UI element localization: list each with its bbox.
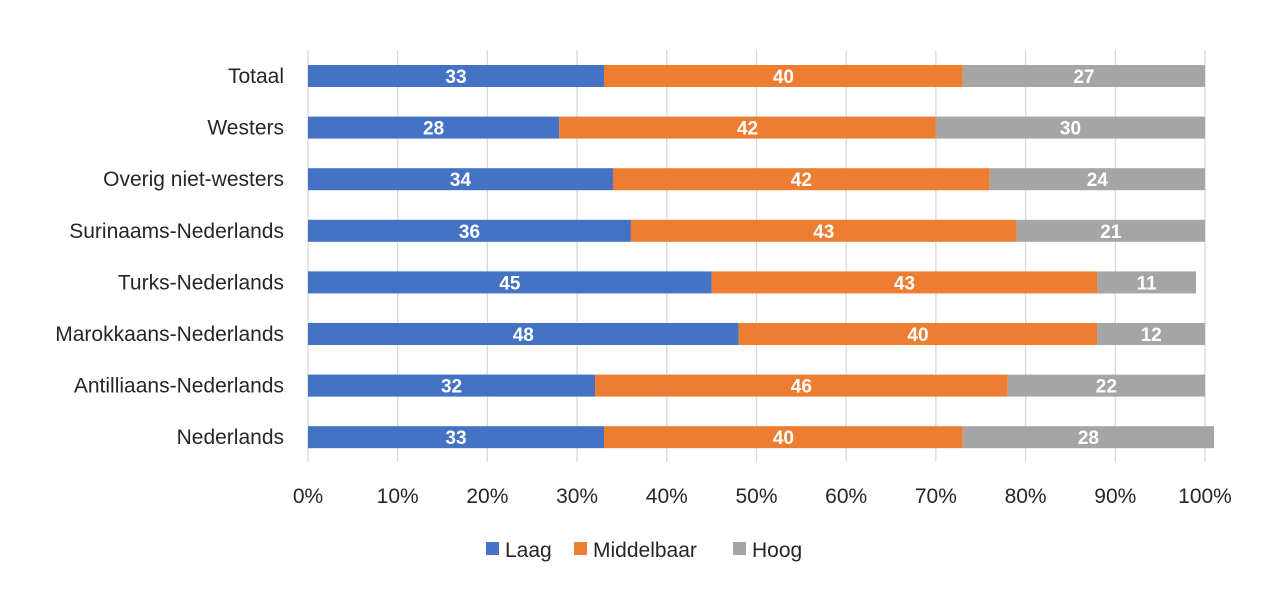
legend-label: Laag <box>505 539 552 562</box>
x-tick-label: 0% <box>293 485 323 508</box>
bar-segment-middelbaar <box>604 426 963 449</box>
data-label: 28 <box>423 119 444 140</box>
legend-swatch <box>733 542 746 555</box>
data-label: 12 <box>1141 325 1162 346</box>
bar-segment-hoog <box>1016 219 1205 242</box>
data-label: 27 <box>1073 67 1094 88</box>
bar-segment-laag <box>308 168 613 191</box>
x-tick-label: 30% <box>556 485 598 508</box>
bar-segment-middelbaar <box>711 271 1098 294</box>
bar-segment-hoog <box>1097 323 1205 345</box>
bar-segment-middelbaar <box>595 374 1008 397</box>
data-label: 32 <box>441 377 462 398</box>
data-label: 42 <box>737 119 758 140</box>
bar-segment-hoog <box>1097 271 1197 294</box>
data-label: 42 <box>791 170 812 191</box>
data-label: 33 <box>445 428 466 449</box>
x-tick-label: 10% <box>377 485 419 508</box>
category-label: Turks-Nederlands <box>118 271 284 294</box>
data-label: 48 <box>513 325 534 346</box>
data-label: 36 <box>459 222 480 243</box>
bar-segment-middelbaar <box>738 323 1098 345</box>
data-label: 21 <box>1100 222 1122 243</box>
legend: Laag Middelbaar Hoog <box>486 539 802 562</box>
bar-segment-hoog <box>935 116 1205 139</box>
category-label: Overig niet-westers <box>103 168 284 191</box>
bar-segment-laag <box>308 116 560 139</box>
bar-segment-hoog <box>962 426 1214 449</box>
bar-segment-hoog <box>962 65 1205 87</box>
data-label: 34 <box>450 170 472 191</box>
category-label: Marokkaans-Nederlands <box>55 323 284 346</box>
category-label: Westers <box>207 117 284 140</box>
x-tick-label: 100% <box>1178 485 1232 508</box>
data-label: 40 <box>907 325 928 346</box>
x-tick-label: 60% <box>825 485 867 508</box>
x-tick-label: 80% <box>1005 485 1047 508</box>
bar-segment-middelbaar <box>630 219 1017 242</box>
x-tick-label: 90% <box>1094 485 1136 508</box>
x-tick-label: 40% <box>646 485 688 508</box>
legend-swatch <box>574 542 587 555</box>
data-label: 30 <box>1060 119 1081 140</box>
data-label: 40 <box>773 428 794 449</box>
data-label: 22 <box>1096 377 1117 398</box>
data-label: 46 <box>791 377 812 398</box>
category-label: Antilliaans-Nederlands <box>74 375 284 398</box>
bar-segment-laag <box>308 323 739 345</box>
bar-segment-laag <box>308 65 605 87</box>
x-axis-tick-labels: 0% 10% 20% 30% 40% 50% 60% 70% 80% 90% 100% <box>293 485 1232 508</box>
x-tick-label: 50% <box>735 485 777 508</box>
bar-segment-laag <box>308 426 605 449</box>
bar-segment-hoog <box>989 168 1205 191</box>
data-label: 33 <box>445 67 466 88</box>
bar-segment-laag <box>308 374 596 397</box>
category-label: Totaal <box>228 65 284 88</box>
data-label: 45 <box>499 273 521 294</box>
bar-segment-laag <box>308 271 712 294</box>
data-label: 40 <box>773 67 794 88</box>
data-label: 11 <box>1137 273 1158 294</box>
data-label: 43 <box>894 273 915 294</box>
legend-label: Hoog <box>752 539 802 562</box>
x-tick-label: 70% <box>915 485 957 508</box>
data-label: 28 <box>1078 428 1099 449</box>
bar-segment-middelbaar <box>559 116 936 139</box>
bars: 33 40 27 28 42 30 34 42 24 36 43 21 45 43 11 48 40 12 32 46… <box>308 65 1214 449</box>
bar-segment-middelbaar <box>604 65 963 87</box>
bar-segment-laag <box>308 219 631 242</box>
category-label: Nederlands <box>177 426 284 449</box>
data-label: 24 <box>1087 170 1109 191</box>
category-labels: Totaal Westers Overig niet-westers Surinaam… <box>55 65 284 449</box>
legend-label: Middelbaar <box>593 539 697 562</box>
category-label: Surinaams-Nederlands <box>69 220 284 243</box>
gridlines <box>307 50 1206 462</box>
legend-swatch <box>486 542 499 555</box>
data-label: 43 <box>813 222 834 243</box>
bar-segment-hoog <box>1007 374 1205 397</box>
bar-segment-middelbaar <box>612 168 990 191</box>
x-tick-label: 20% <box>466 485 508 508</box>
